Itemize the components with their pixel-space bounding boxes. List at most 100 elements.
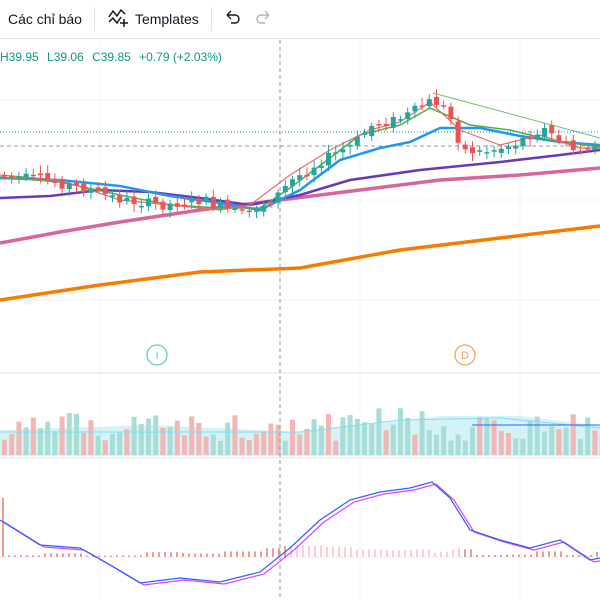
candle-body <box>333 152 339 154</box>
candle-body <box>182 204 187 207</box>
macd-histogram-bar <box>530 554 532 557</box>
marker-d[interactable]: D <box>454 344 476 366</box>
macd-histogram-bar <box>398 550 400 557</box>
macd-histogram-bar <box>242 551 244 557</box>
volume-bar <box>340 417 346 455</box>
volume-bar <box>30 417 36 455</box>
volume-bar <box>570 414 576 455</box>
redo-button[interactable] <box>248 0 280 38</box>
macd-histogram-bar <box>320 545 322 557</box>
candle-body <box>369 125 375 137</box>
macd-histogram-bar <box>548 551 550 557</box>
volume-bar <box>578 438 583 455</box>
volume-bar <box>282 440 288 455</box>
candle-body <box>578 150 583 153</box>
indicators-button[interactable]: Các chỉ báo <box>0 0 90 38</box>
toolbar-divider <box>93 7 95 31</box>
trend-line[interactable] <box>432 92 600 139</box>
candle-body <box>102 187 108 194</box>
volume-bar <box>585 417 591 455</box>
candle-body <box>110 195 115 197</box>
volume-bar <box>23 427 29 455</box>
volume-bar <box>124 429 130 455</box>
candle-body <box>556 135 562 142</box>
volume-bar <box>484 417 490 455</box>
macd-histogram-bar <box>332 547 334 557</box>
candle-body <box>484 152 490 154</box>
volume-bar <box>376 408 382 455</box>
marker-i[interactable]: I <box>146 344 168 366</box>
macd-histogram-bar <box>86 555 88 557</box>
macd-histogram-bar <box>278 548 280 557</box>
macd-histogram-bar <box>302 545 304 557</box>
candle-body <box>203 196 209 203</box>
candle-body <box>146 198 151 207</box>
low-value: L39.06 <box>47 50 84 64</box>
candle-body <box>74 182 79 186</box>
templates-label: Templates <box>134 11 199 27</box>
macd-histogram-bar <box>230 551 232 557</box>
volume-bar <box>182 435 187 455</box>
candle-body <box>246 210 252 213</box>
templates-icon <box>107 7 129 32</box>
macd-histogram-bar <box>14 555 16 557</box>
candle-body <box>88 189 94 193</box>
macd-histogram-bar <box>488 555 490 557</box>
macd-histogram-bar <box>8 555 10 557</box>
macd-histogram-bar <box>590 555 592 557</box>
candle-body <box>167 203 173 211</box>
moving-averages <box>0 101 600 433</box>
macd-signal-line <box>3 483 600 586</box>
volume-bar <box>563 427 569 455</box>
candle-body <box>282 185 288 193</box>
macd-histogram-bar <box>500 555 502 557</box>
volume-bar <box>318 425 324 455</box>
volume-bar <box>297 434 303 455</box>
volume-bar <box>311 419 317 455</box>
volume-bar <box>196 422 202 455</box>
candle-body <box>59 181 65 189</box>
candle-body <box>527 137 533 140</box>
macd-histogram-bar <box>314 545 316 557</box>
candle-body <box>290 179 295 187</box>
candle-body <box>534 134 540 139</box>
candle-body <box>117 194 123 203</box>
macd-pane <box>0 481 600 586</box>
volume-bar <box>434 434 439 455</box>
volume-bar <box>203 436 209 455</box>
macd-histogram-bar <box>410 550 412 557</box>
candle-body <box>462 144 468 150</box>
macd-histogram-bar <box>524 554 526 557</box>
macd-histogram-bar <box>470 549 472 557</box>
macd-histogram-bar <box>392 550 394 557</box>
macd-histogram-bar <box>236 551 238 557</box>
templates-button[interactable]: Templates <box>99 0 207 38</box>
volume-bar <box>59 416 65 455</box>
volume-bar <box>102 440 108 455</box>
volume-bar <box>441 425 447 455</box>
macd-histogram-bar <box>146 552 148 557</box>
macd-histogram-bar <box>248 551 250 557</box>
macd-histogram-bar <box>512 554 514 557</box>
macd-histogram-bar <box>440 551 442 557</box>
volume-bar <box>333 440 339 455</box>
macd-histogram-bar <box>404 550 406 557</box>
volume-bar <box>304 428 310 455</box>
candle-body <box>585 148 591 150</box>
candle-body <box>426 99 432 107</box>
candle-body <box>376 124 382 126</box>
volume-bar <box>52 432 58 455</box>
macd-histogram-bar <box>350 547 352 557</box>
candle-body <box>318 165 324 168</box>
volume-bar <box>398 408 403 455</box>
macd-histogram-bar <box>50 553 52 557</box>
undo-button[interactable] <box>216 0 248 38</box>
volume-bar <box>218 440 223 455</box>
candle-body <box>66 183 72 190</box>
candle-body <box>347 144 353 147</box>
candle-body <box>52 179 58 183</box>
volume-bar <box>362 422 367 455</box>
volume-bar <box>81 432 87 455</box>
macd-histogram-bar <box>98 555 100 557</box>
